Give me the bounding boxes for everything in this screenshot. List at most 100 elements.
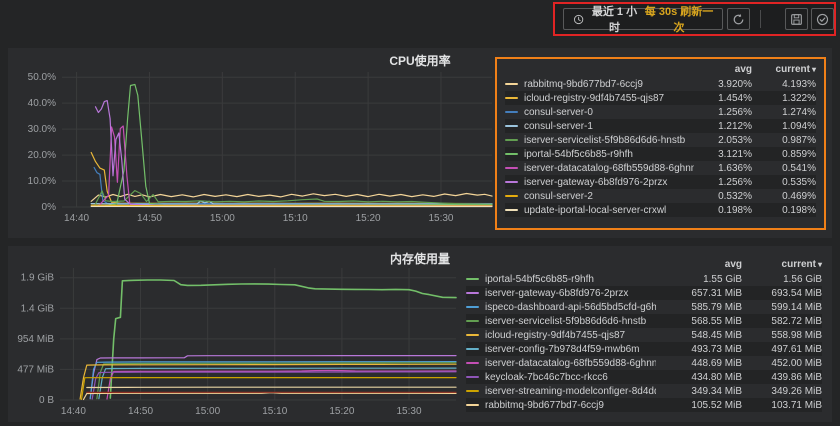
cpu-panel-title[interactable]: CPU使用率	[389, 54, 451, 68]
series-current-value: 0.859%	[782, 148, 816, 160]
svg-text:0 B: 0 B	[39, 395, 54, 406]
legend-row: update-iportal-local-server-crxwl 0.198% 0…	[505, 203, 816, 217]
refresh-icon	[733, 13, 744, 24]
series-current-value: 0.541%	[782, 162, 816, 174]
svg-text:954 MiB: 954 MiB	[17, 334, 54, 345]
legend-row: icloud-registry-9df4b7455-qjs87 1.454% 1.3…	[505, 91, 816, 105]
legend-row: rabbitmq-9bd677bd7-6ccj9 105.52 MiB 103.71…	[466, 398, 822, 412]
series-name[interactable]: update-iportal-local-server-crxwl	[524, 204, 667, 216]
series-color-swatch-icon	[466, 390, 479, 392]
series-current-value: 0.198%	[782, 204, 816, 216]
series-color-swatch-icon	[505, 209, 518, 211]
series-name[interactable]: consul-server-1	[524, 120, 593, 132]
series-avg-value: 105.52 MiB	[691, 399, 742, 411]
svg-text:14:50: 14:50	[128, 406, 153, 417]
legend-sort-current[interactable]: current ▾	[781, 258, 822, 270]
svg-text:15:10: 15:10	[283, 213, 308, 224]
series-avg-value: 493.73 MiB	[691, 343, 742, 355]
toolbar-divider	[760, 10, 762, 28]
series-avg-value: 1.256%	[718, 106, 752, 118]
svg-text:30.0%: 30.0%	[28, 124, 56, 135]
series-color-swatch-icon	[505, 153, 518, 155]
series-color-swatch-icon	[505, 139, 518, 141]
series-color-swatch-icon	[466, 292, 479, 294]
series-avg-value: 3.121%	[718, 148, 752, 160]
memory-chart[interactable]: 14:40 14:50 15:00 15:10 15:20 15:30 0 B 477 MiB…	[8, 246, 458, 422]
legend-sort-current[interactable]: current ▾	[775, 63, 816, 75]
series-current-value: 349.26 MiB	[771, 385, 822, 397]
series-name[interactable]: iportal-54bf5c6b85-r9hfh	[485, 273, 594, 285]
series-name[interactable]: ispeco-dashboard-api-56d5bd5cfd-g6h68	[485, 301, 656, 313]
series-name[interactable]: consul-server-2	[524, 190, 593, 202]
series-current-value: 1.322%	[782, 92, 816, 104]
legend-row: iserver-datacatalog-68fb559d88-6ghnn 448.…	[466, 356, 822, 370]
series-color-swatch-icon	[505, 111, 518, 113]
legend-row: iserver-servicelist-5f9b86d6d6-hnstb 2.05…	[505, 133, 816, 147]
memory-panel-title[interactable]: 内存使用量	[389, 252, 450, 266]
series-current-value: 0.987%	[782, 134, 816, 146]
legend-row: keycloak-7bc46c7bcc-rkcc6 434.80 MiB 439.8…	[466, 370, 822, 384]
series-avg-value: 657.31 MiB	[691, 287, 742, 299]
series-name[interactable]: iserver-config-7b978d4f59-mwb6m	[485, 343, 640, 355]
series-avg-value: 585.79 MiB	[691, 301, 742, 313]
confirm-button[interactable]	[811, 8, 835, 30]
legend-sort-avg[interactable]: avg	[734, 63, 752, 75]
svg-text:15:30: 15:30	[428, 213, 453, 224]
series-name[interactable]: iserver-servicelist-5f9b86d6d6-hnstb	[524, 134, 686, 146]
series-color-swatch-icon	[466, 306, 479, 308]
series-current-value: 693.54 MiB	[771, 287, 822, 299]
series-name[interactable]: rabbitmq-9bd677bd7-6ccj9	[485, 399, 604, 411]
series-avg-value: 568.55 MiB	[691, 315, 742, 327]
series-current-value: 439.86 MiB	[771, 371, 822, 383]
series-name[interactable]: iserver-datacatalog-68fb559d88-6ghnn	[524, 162, 694, 174]
save-button[interactable]	[785, 8, 809, 30]
sort-caret-icon: ▾	[817, 259, 822, 269]
legend-row: iserver-gateway-6b8fd976-2przx 657.31 MiB…	[466, 286, 822, 300]
legend-row: consul-server-2 0.532% 0.469%	[505, 189, 816, 203]
series-current-value: 0.469%	[782, 190, 816, 202]
series-name[interactable]: iserver-streaming-modelconfiger-8d4dd6dc…	[485, 385, 656, 397]
series-name[interactable]: iserver-gateway-6b8fd976-2przx	[485, 287, 629, 299]
svg-text:477 MiB: 477 MiB	[17, 364, 54, 375]
refresh-button[interactable]	[727, 8, 751, 30]
svg-text:50.0%: 50.0%	[28, 72, 56, 83]
legend-header: avg current ▾	[466, 256, 822, 272]
series-name[interactable]: rabbitmq-9bd677bd7-6ccj9	[524, 78, 643, 90]
cpu-chart[interactable]: 14:40 14:50 15:00 15:10 15:20 15:30 0% 10.0% 20.…	[8, 48, 495, 238]
series-current-value: 599.14 MiB	[771, 301, 822, 313]
legend-sort-avg[interactable]: avg	[724, 258, 742, 270]
series-name[interactable]: iserver-gateway-6b8fd976-2przx	[524, 176, 668, 188]
time-range-label: 最近 1 小时	[591, 6, 638, 34]
series-color-swatch-icon	[466, 334, 479, 336]
legend-row: ispeco-dashboard-api-56d5bd5cfd-g6h68 585…	[466, 300, 822, 314]
clock-icon	[573, 14, 584, 24]
series-avg-value: 448.69 MiB	[691, 357, 742, 369]
time-range-button[interactable]: 最近 1 小时 每 30s 刷新一次	[563, 6, 724, 34]
series-name[interactable]: icloud-registry-9df4b7455-qjs87	[524, 92, 665, 104]
legend-row: iserver-config-7b978d4f59-mwb6m 493.73 Mi…	[466, 342, 822, 356]
svg-text:10.0%: 10.0%	[28, 176, 56, 187]
svg-text:15:00: 15:00	[210, 213, 235, 224]
series-name[interactable]: iportal-54bf5c6b85-r9hfh	[524, 148, 633, 160]
series-avg-value: 548.45 MiB	[691, 329, 742, 341]
series-name[interactable]: icloud-registry-9df4b7455-qjs87	[485, 329, 626, 341]
toolbar: 最近 1 小时 每 30s 刷新一次	[0, 0, 840, 44]
svg-text:40.0%: 40.0%	[28, 98, 56, 109]
series-avg-value: 349.34 MiB	[691, 385, 742, 397]
series-avg-value: 3.920%	[718, 78, 752, 90]
series-color-swatch-icon	[505, 83, 518, 85]
series-name[interactable]: iserver-servicelist-5f9b86d6d6-hnstb	[485, 315, 647, 327]
series-current-value: 4.193%	[782, 78, 816, 90]
series-current-value: 0.535%	[782, 176, 816, 188]
series-name[interactable]: keycloak-7bc46c7bcc-rkcc6	[485, 371, 608, 383]
svg-text:1.4 GiB: 1.4 GiB	[21, 303, 55, 314]
series-color-swatch-icon	[466, 278, 479, 280]
series-color-swatch-icon	[466, 362, 479, 364]
legend-row: iportal-54bf5c6b85-r9hfh 3.121% 0.859%	[505, 147, 816, 161]
time-controls-highlight-box: 最近 1 小时 每 30s 刷新一次	[553, 2, 836, 36]
series-name[interactable]: consul-server-0	[524, 106, 593, 118]
legend-row: iserver-streaming-modelconfiger-8d4dd6dc…	[466, 384, 822, 398]
series-name[interactable]: iserver-datacatalog-68fb559d88-6ghnn	[485, 357, 656, 369]
series-color-swatch-icon	[466, 348, 479, 350]
